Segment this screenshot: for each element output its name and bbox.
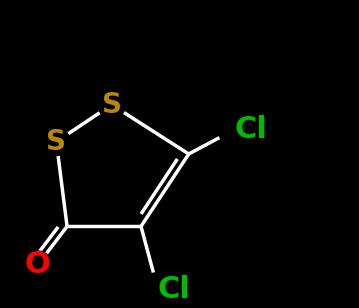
- Circle shape: [42, 128, 70, 156]
- Circle shape: [24, 251, 52, 279]
- Text: S: S: [46, 128, 66, 156]
- Circle shape: [218, 112, 252, 146]
- Text: Cl: Cl: [235, 115, 268, 144]
- Circle shape: [141, 273, 175, 306]
- Circle shape: [98, 91, 126, 119]
- Text: O: O: [25, 250, 51, 279]
- Text: S: S: [102, 91, 122, 119]
- Text: Cl: Cl: [158, 275, 191, 304]
